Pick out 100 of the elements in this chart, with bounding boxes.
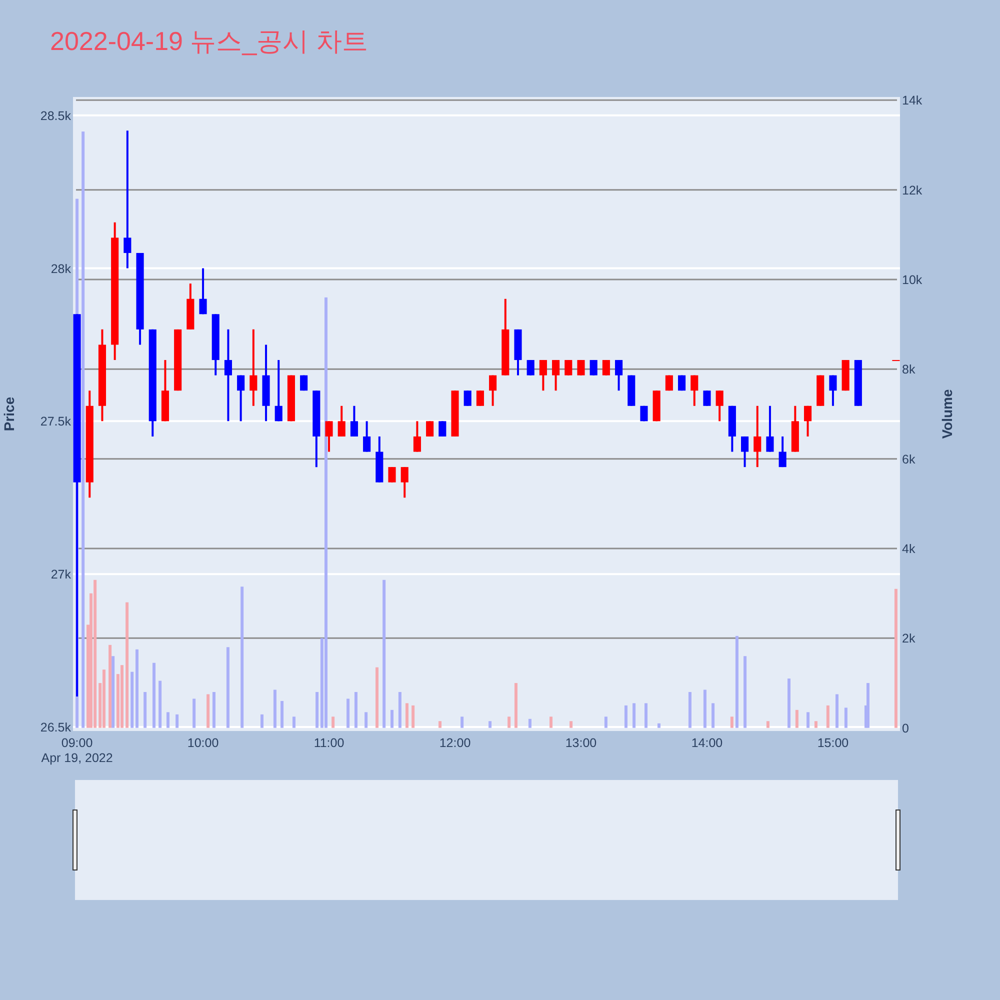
candlestick bbox=[350, 404, 358, 438]
bar bbox=[98, 683, 102, 728]
bar bbox=[730, 716, 734, 728]
bar bbox=[744, 656, 747, 728]
y2-tick-label: 2k bbox=[902, 632, 916, 646]
y-tick-label: 28.5k bbox=[40, 108, 72, 123]
candlestick bbox=[615, 359, 623, 392]
bar bbox=[116, 674, 120, 728]
bar bbox=[528, 718, 532, 728]
bar bbox=[766, 721, 770, 728]
bar bbox=[406, 703, 408, 728]
y2-tick-label: 12k bbox=[902, 183, 923, 198]
y2-tick-label: 10k bbox=[902, 272, 923, 287]
candlestick bbox=[426, 420, 434, 438]
bar bbox=[260, 714, 264, 728]
candlestick bbox=[741, 435, 749, 468]
bar bbox=[102, 670, 106, 728]
y-tick-label: 26.5k bbox=[40, 720, 72, 735]
candlestick bbox=[464, 390, 472, 407]
bar bbox=[570, 721, 573, 728]
bar bbox=[376, 667, 379, 728]
bar bbox=[604, 716, 608, 728]
x-tick-label: 13:00 bbox=[565, 736, 597, 750]
bar bbox=[866, 683, 870, 728]
candlestick bbox=[703, 390, 711, 407]
bar bbox=[382, 580, 386, 728]
bar bbox=[460, 716, 464, 728]
bar bbox=[550, 716, 553, 728]
bar bbox=[644, 703, 648, 728]
bar bbox=[390, 710, 394, 728]
bar bbox=[166, 712, 170, 728]
candlestick bbox=[716, 390, 724, 422]
bar bbox=[632, 703, 636, 728]
candlestick bbox=[237, 374, 245, 422]
bar bbox=[86, 624, 90, 728]
x-tick-label: 09:00 bbox=[61, 736, 93, 750]
bar bbox=[412, 705, 415, 728]
bar bbox=[94, 580, 97, 728]
candlestick bbox=[766, 404, 774, 453]
candlestick bbox=[325, 420, 333, 453]
y2-tick-label: 8k bbox=[902, 362, 916, 377]
candlestick bbox=[438, 420, 446, 438]
bar bbox=[144, 692, 147, 728]
candlestick bbox=[250, 328, 258, 407]
y2-tick-label: 14k bbox=[902, 94, 923, 108]
bar bbox=[836, 694, 839, 728]
bar bbox=[108, 644, 112, 728]
bar bbox=[657, 723, 660, 728]
bar bbox=[332, 716, 335, 728]
bar bbox=[844, 708, 848, 728]
candlestick bbox=[400, 466, 408, 499]
candlestick bbox=[829, 374, 837, 407]
y-tick-label: 27.5k bbox=[40, 414, 72, 429]
candlestick bbox=[690, 374, 698, 407]
x-tick-label: 10:00 bbox=[187, 736, 219, 750]
bar bbox=[814, 721, 818, 728]
y-tick-label: 28k bbox=[50, 262, 72, 276]
bar bbox=[292, 716, 296, 728]
bar bbox=[514, 683, 518, 728]
candlestick bbox=[602, 359, 610, 376]
bar bbox=[894, 588, 898, 728]
candlestick bbox=[754, 404, 762, 468]
bar bbox=[192, 698, 196, 728]
x-tick-label: 11:00 bbox=[314, 736, 344, 750]
bar bbox=[703, 690, 706, 728]
bar bbox=[120, 665, 124, 728]
bar bbox=[126, 602, 129, 728]
bar bbox=[320, 638, 324, 728]
candlestick bbox=[199, 267, 207, 316]
bar bbox=[364, 712, 368, 728]
bar bbox=[795, 710, 798, 728]
candlestick bbox=[363, 420, 371, 453]
bar bbox=[806, 712, 810, 728]
bar bbox=[82, 132, 85, 728]
bar bbox=[508, 716, 511, 728]
bar bbox=[226, 647, 230, 728]
bar bbox=[273, 690, 276, 728]
candlestick bbox=[124, 130, 132, 270]
candlestick bbox=[590, 359, 598, 376]
candlestick bbox=[413, 420, 421, 453]
candlestick bbox=[338, 404, 346, 438]
bar bbox=[826, 705, 830, 728]
candlestick bbox=[539, 359, 547, 392]
bar bbox=[488, 721, 492, 728]
bar bbox=[112, 656, 115, 728]
candlestick bbox=[224, 328, 232, 422]
bar bbox=[316, 692, 319, 728]
x-tick-label: 12:00 bbox=[439, 736, 471, 750]
bar bbox=[280, 700, 284, 728]
y2-tick-label: 4k bbox=[902, 542, 916, 556]
bar bbox=[176, 714, 179, 728]
candlestick bbox=[274, 359, 282, 422]
bar bbox=[712, 703, 715, 728]
x-tick-label: 14:00 bbox=[691, 736, 723, 750]
bar bbox=[136, 649, 139, 728]
bar bbox=[788, 678, 791, 728]
x-tick-label: 15:00 bbox=[817, 736, 849, 750]
bar bbox=[212, 692, 216, 728]
bar bbox=[158, 680, 162, 728]
y-tick-label: 27k bbox=[50, 568, 72, 582]
